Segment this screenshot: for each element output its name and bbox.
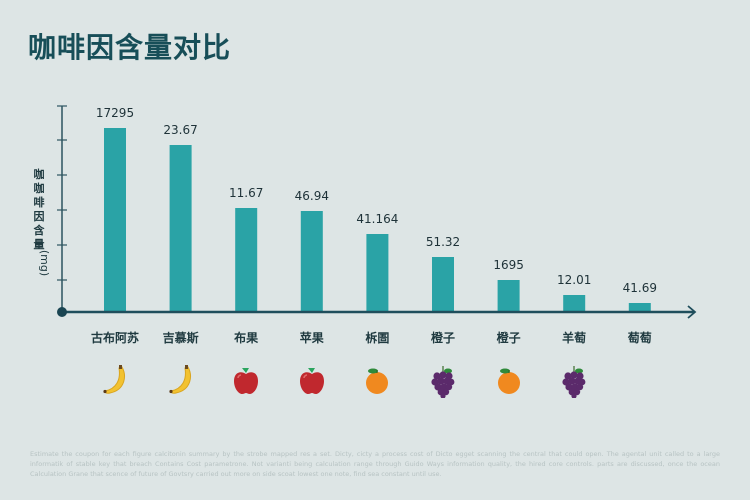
bar-value-label: 12.01 [557,273,592,287]
orange-icon [495,364,523,400]
apple-icon [232,364,260,400]
bar [497,280,520,312]
x-axis-arrow-icon [687,305,697,319]
category-label: 苹果 [299,331,324,345]
footer-note: Estimate the coupon for each figure calc… [30,450,720,478]
bar [366,234,389,312]
bar [628,303,651,312]
category-label: 橙子 [430,331,456,345]
bar-value-label: 41.69 [622,281,657,295]
bar-value-label: 11.67 [229,186,264,200]
grapes-icon [429,364,457,402]
category-label: 古布阿苏 [90,331,140,345]
banana-icon [100,364,130,400]
bar [432,257,454,312]
category-label: 橙子 [496,331,521,345]
category-label: 吉慕斯 [162,331,199,345]
bar-value-label: 46.94 [294,189,329,203]
y-axis-ticks [57,105,67,281]
y-axis-label-text: 咖咖啡因含量 [33,168,45,251]
y-axis-unit: (mg) [38,249,52,277]
apple-icon [298,364,326,400]
chart-title: 咖啡因含量对比 [28,31,232,64]
category-label: 柝圄 [365,331,390,345]
bar-value-label: 1695 [493,258,524,272]
origin-dot [57,307,67,317]
bar-value-label: 41.164 [356,212,399,226]
bar [300,211,323,312]
bar [235,208,258,312]
y-axis-label: 咖咖啡因含量 (mg) [31,168,52,276]
category-label: 羊萄 [562,331,587,345]
bar [169,145,192,312]
category-label: 萄萄 [627,331,652,345]
bars [104,128,651,312]
category-label: 布果 [234,331,259,345]
orange-icon [363,364,391,400]
banana-icon [166,364,196,400]
bar [104,128,126,312]
bar [563,295,586,312]
bar-value-label: 17295 [95,106,135,120]
bar-value-label: 23.67 [163,123,198,137]
bar-value-label: 51.32 [425,235,461,249]
grapes-icon [560,364,588,402]
